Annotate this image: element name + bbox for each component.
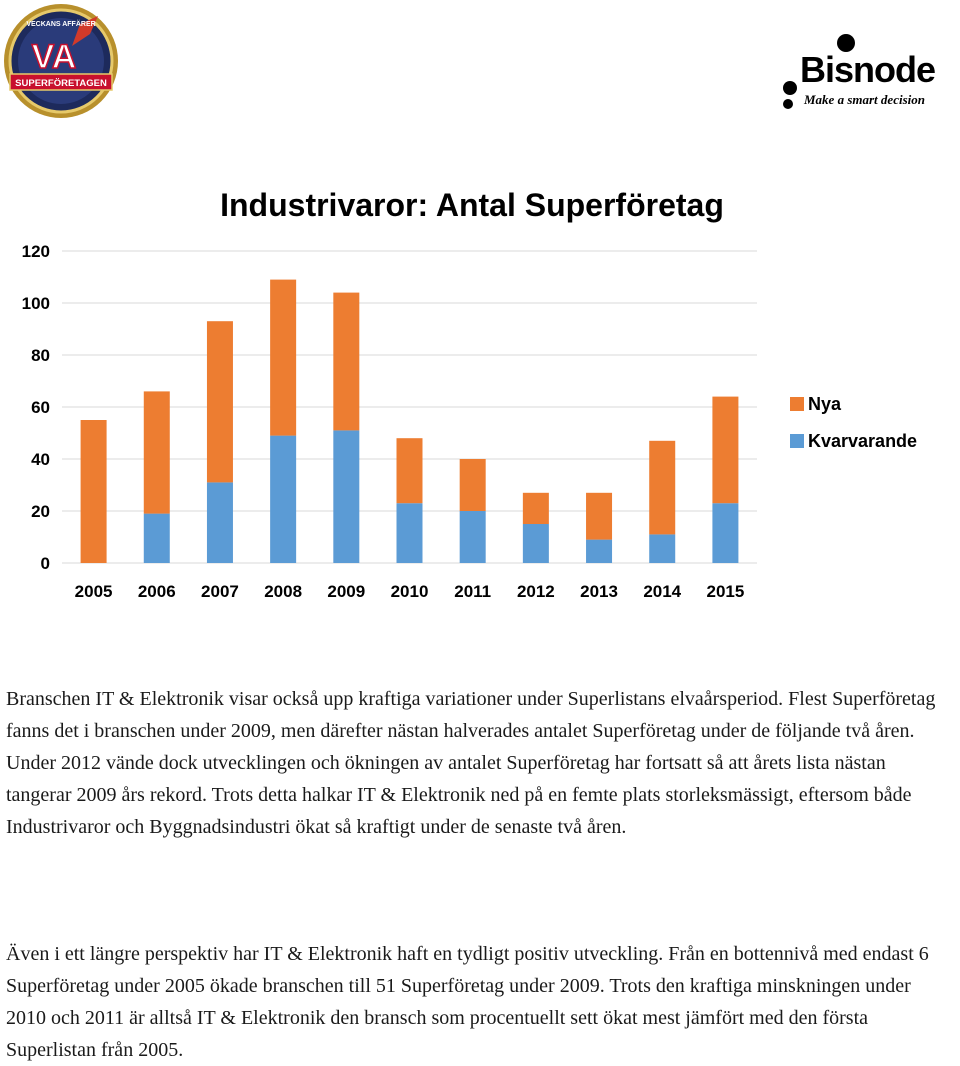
x-axis-ticks: 2005 2006 2007 2008 2009 2010 2011 2012 2013 2014… [75,582,745,601]
y-tick-label: 100 [22,294,50,313]
chart-legend: Nya Kvarvarande [790,394,917,451]
bar-nya-2008 [270,279,297,436]
chart-bars [80,279,739,563]
bar-kvarvarande-2008 [270,435,297,563]
x-tick-label: 2005 [75,582,113,601]
bar-nya-2014 [649,440,676,535]
paragraph-1: Branschen IT & Elektronik visar också up… [6,688,936,838]
bar-kvarvarande-2006 [143,513,170,563]
bar-nya-2006 [143,391,170,514]
x-tick-label: 2015 [706,582,744,601]
bar-kvarvarande-2007 [206,482,233,563]
x-tick-label: 2014 [643,582,681,601]
superforetag-bar-chart: Industrivaror: Antal Superföretag 0 20 40 6… [22,187,917,601]
y-tick-label: 120 [22,242,50,261]
bar-nya-2010 [396,438,423,504]
badge-banner-text: SUPERFÖRETAGEN [15,78,107,89]
bar-nya-2005 [80,420,107,563]
bar-kvarvarande-2011 [459,511,486,563]
x-tick-label: 2009 [327,582,365,601]
bar-kvarvarande-2010 [396,503,423,563]
bar-nya-2015 [712,396,739,504]
x-tick-label: 2006 [138,582,176,601]
bisnode-wordmark: Bisnode [800,49,936,90]
badge-top-text: VECKANS AFFÄRER [26,20,95,28]
bar-nya-2007 [206,321,233,483]
legend-kvarvarande-label: Kvarvarande [808,431,917,451]
legend-nya-label: Nya [808,394,842,414]
bar-nya-2013 [586,492,613,540]
bar-kvarvarande-2009 [333,430,360,563]
y-tick-label: 40 [31,450,50,469]
bar-kvarvarande-2012 [522,524,549,563]
x-tick-label: 2012 [517,582,555,601]
bisnode-dots [783,34,855,109]
legend-kvarvarande-swatch [790,434,804,448]
y-tick-label: 0 [41,554,50,573]
x-tick-label: 2010 [391,582,429,601]
x-tick-label: 2011 [454,582,491,601]
bisnode-tagline: Make a smart decision [804,92,925,107]
chart-gridlines [62,250,757,564]
paragraph-2: Även i ett längre perspektiv har IT & El… [6,943,929,1061]
va-superforetagen-badge: VECKANS AFFÄRER VA SUPERFÖRETAGEN [4,4,118,118]
chart-title: Industrivaror: Antal Superföretag [220,187,724,223]
bar-nya-2012 [522,492,549,524]
y-tick-label: 80 [31,346,50,365]
bar-kvarvarande-2014 [649,534,676,563]
x-tick-label: 2013 [580,582,618,601]
bisnode-logo: Bisnode Make a smart decision [778,34,958,114]
bar-kvarvarande-2015 [712,503,739,563]
y-tick-label: 20 [31,502,50,521]
bar-kvarvarande-2013 [586,539,613,563]
x-tick-label: 2007 [201,582,239,601]
x-tick-label: 2008 [264,582,302,601]
badge-letters: VA [32,38,77,76]
bar-nya-2011 [459,459,486,511]
bar-nya-2009 [333,292,360,431]
legend-nya-swatch [790,397,804,411]
rocket-icon [72,16,98,46]
y-tick-label: 60 [31,398,50,417]
y-axis-ticks: 0 20 40 60 80 100 120 [22,242,50,573]
